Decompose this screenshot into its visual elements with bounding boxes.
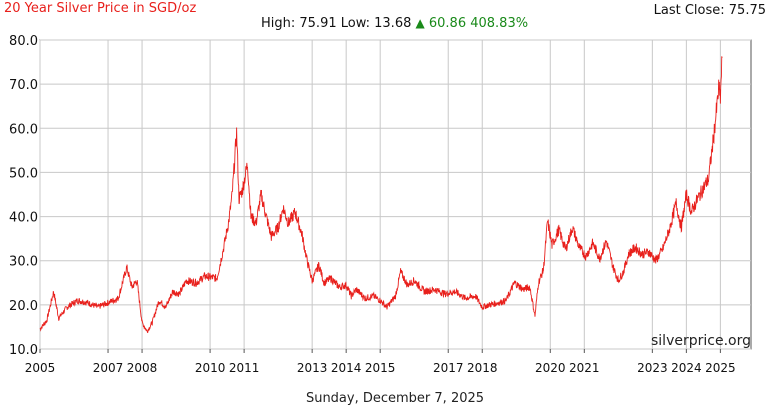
x-tick-label: 2008	[127, 361, 158, 375]
x-tick-label: 2024	[671, 361, 702, 375]
high-low-stats: High: 75.91 Low: 13.68 ▲ 60.86 408.83%	[261, 16, 528, 31]
y-tick-label: 40.0	[9, 211, 38, 226]
last-close-label: Last Close: 75.75	[653, 3, 766, 18]
high-low-text: High: 75.91 Low: 13.68	[261, 16, 412, 31]
y-tick-label: 60.0	[9, 122, 38, 137]
x-tick-label: 2018	[467, 361, 498, 375]
x-tick-label: 2014	[331, 361, 362, 375]
y-tick-label: 10.0	[9, 343, 38, 358]
x-tick-label: 2021	[569, 361, 600, 375]
y-tick-label: 80.0	[9, 34, 38, 49]
watermark-text: silverprice.org	[651, 333, 751, 349]
x-tick-label: 2005	[25, 361, 56, 375]
x-tick-label: 2017	[433, 361, 464, 375]
x-tick-label: 2025	[705, 361, 736, 375]
y-tick-label: 20.0	[9, 299, 38, 314]
up-arrow-icon: ▲	[415, 16, 425, 30]
x-tick-label: 2007	[93, 361, 124, 375]
footer-date: Sunday, December 7, 2025	[305, 391, 485, 406]
y-tick-label: 50.0	[9, 166, 38, 181]
change-value: 60.86 408.83%	[428, 16, 529, 31]
x-tick-label: 2020	[535, 361, 566, 375]
x-tick-label: 2023	[637, 361, 668, 375]
x-tick-label: 2015	[365, 361, 396, 375]
y-tick-label: 70.0	[9, 78, 38, 93]
y-tick-label: 30.0	[9, 255, 38, 270]
x-tick-label: 2013	[297, 361, 328, 375]
price-series-line	[39, 56, 723, 334]
chart-title: 20 Year Silver Price in SGD/oz	[4, 1, 197, 16]
x-tick-label: 2010	[195, 361, 226, 375]
x-tick-label: 2011	[229, 361, 260, 375]
plot-area	[39, 39, 752, 350]
